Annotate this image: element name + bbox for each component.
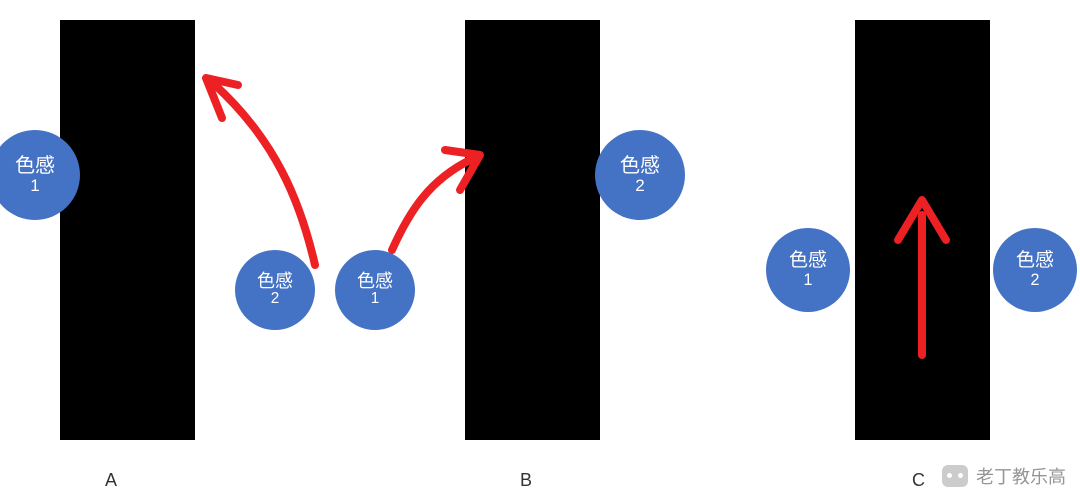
sensor-label: 色感 <box>15 155 55 177</box>
sensor-number: 1 <box>804 272 813 290</box>
sensor-label: 色感 <box>620 155 660 177</box>
color-sensor-b1: 色感 1 <box>335 250 415 330</box>
sensor-number: 2 <box>1031 272 1040 290</box>
sensor-number: 2 <box>635 177 644 196</box>
panel-label-c: C <box>912 470 925 491</box>
sensor-number: 1 <box>30 177 39 196</box>
color-sensor-c1: 色感 1 <box>766 228 850 312</box>
sensor-label: 色感 <box>257 272 293 292</box>
panel-label-a: A <box>105 470 117 491</box>
arrow-c <box>0 0 1080 503</box>
color-sensor-b2: 色感 2 <box>595 130 685 220</box>
sensor-label: 色感 <box>1016 251 1054 272</box>
panel-label-b: B <box>520 470 532 491</box>
color-sensor-a2: 色感 2 <box>235 250 315 330</box>
sensor-number: 1 <box>371 291 380 308</box>
sensor-label: 色感 <box>357 272 393 292</box>
diagram-canvas: 色感 1 色感 2 色感 1 色感 2 色感 1 色感 2 A B C 老丁教乐… <box>0 0 1080 503</box>
sensor-label: 色感 <box>789 251 827 272</box>
color-sensor-c2: 色感 2 <box>993 228 1077 312</box>
sensor-number: 2 <box>271 291 280 308</box>
